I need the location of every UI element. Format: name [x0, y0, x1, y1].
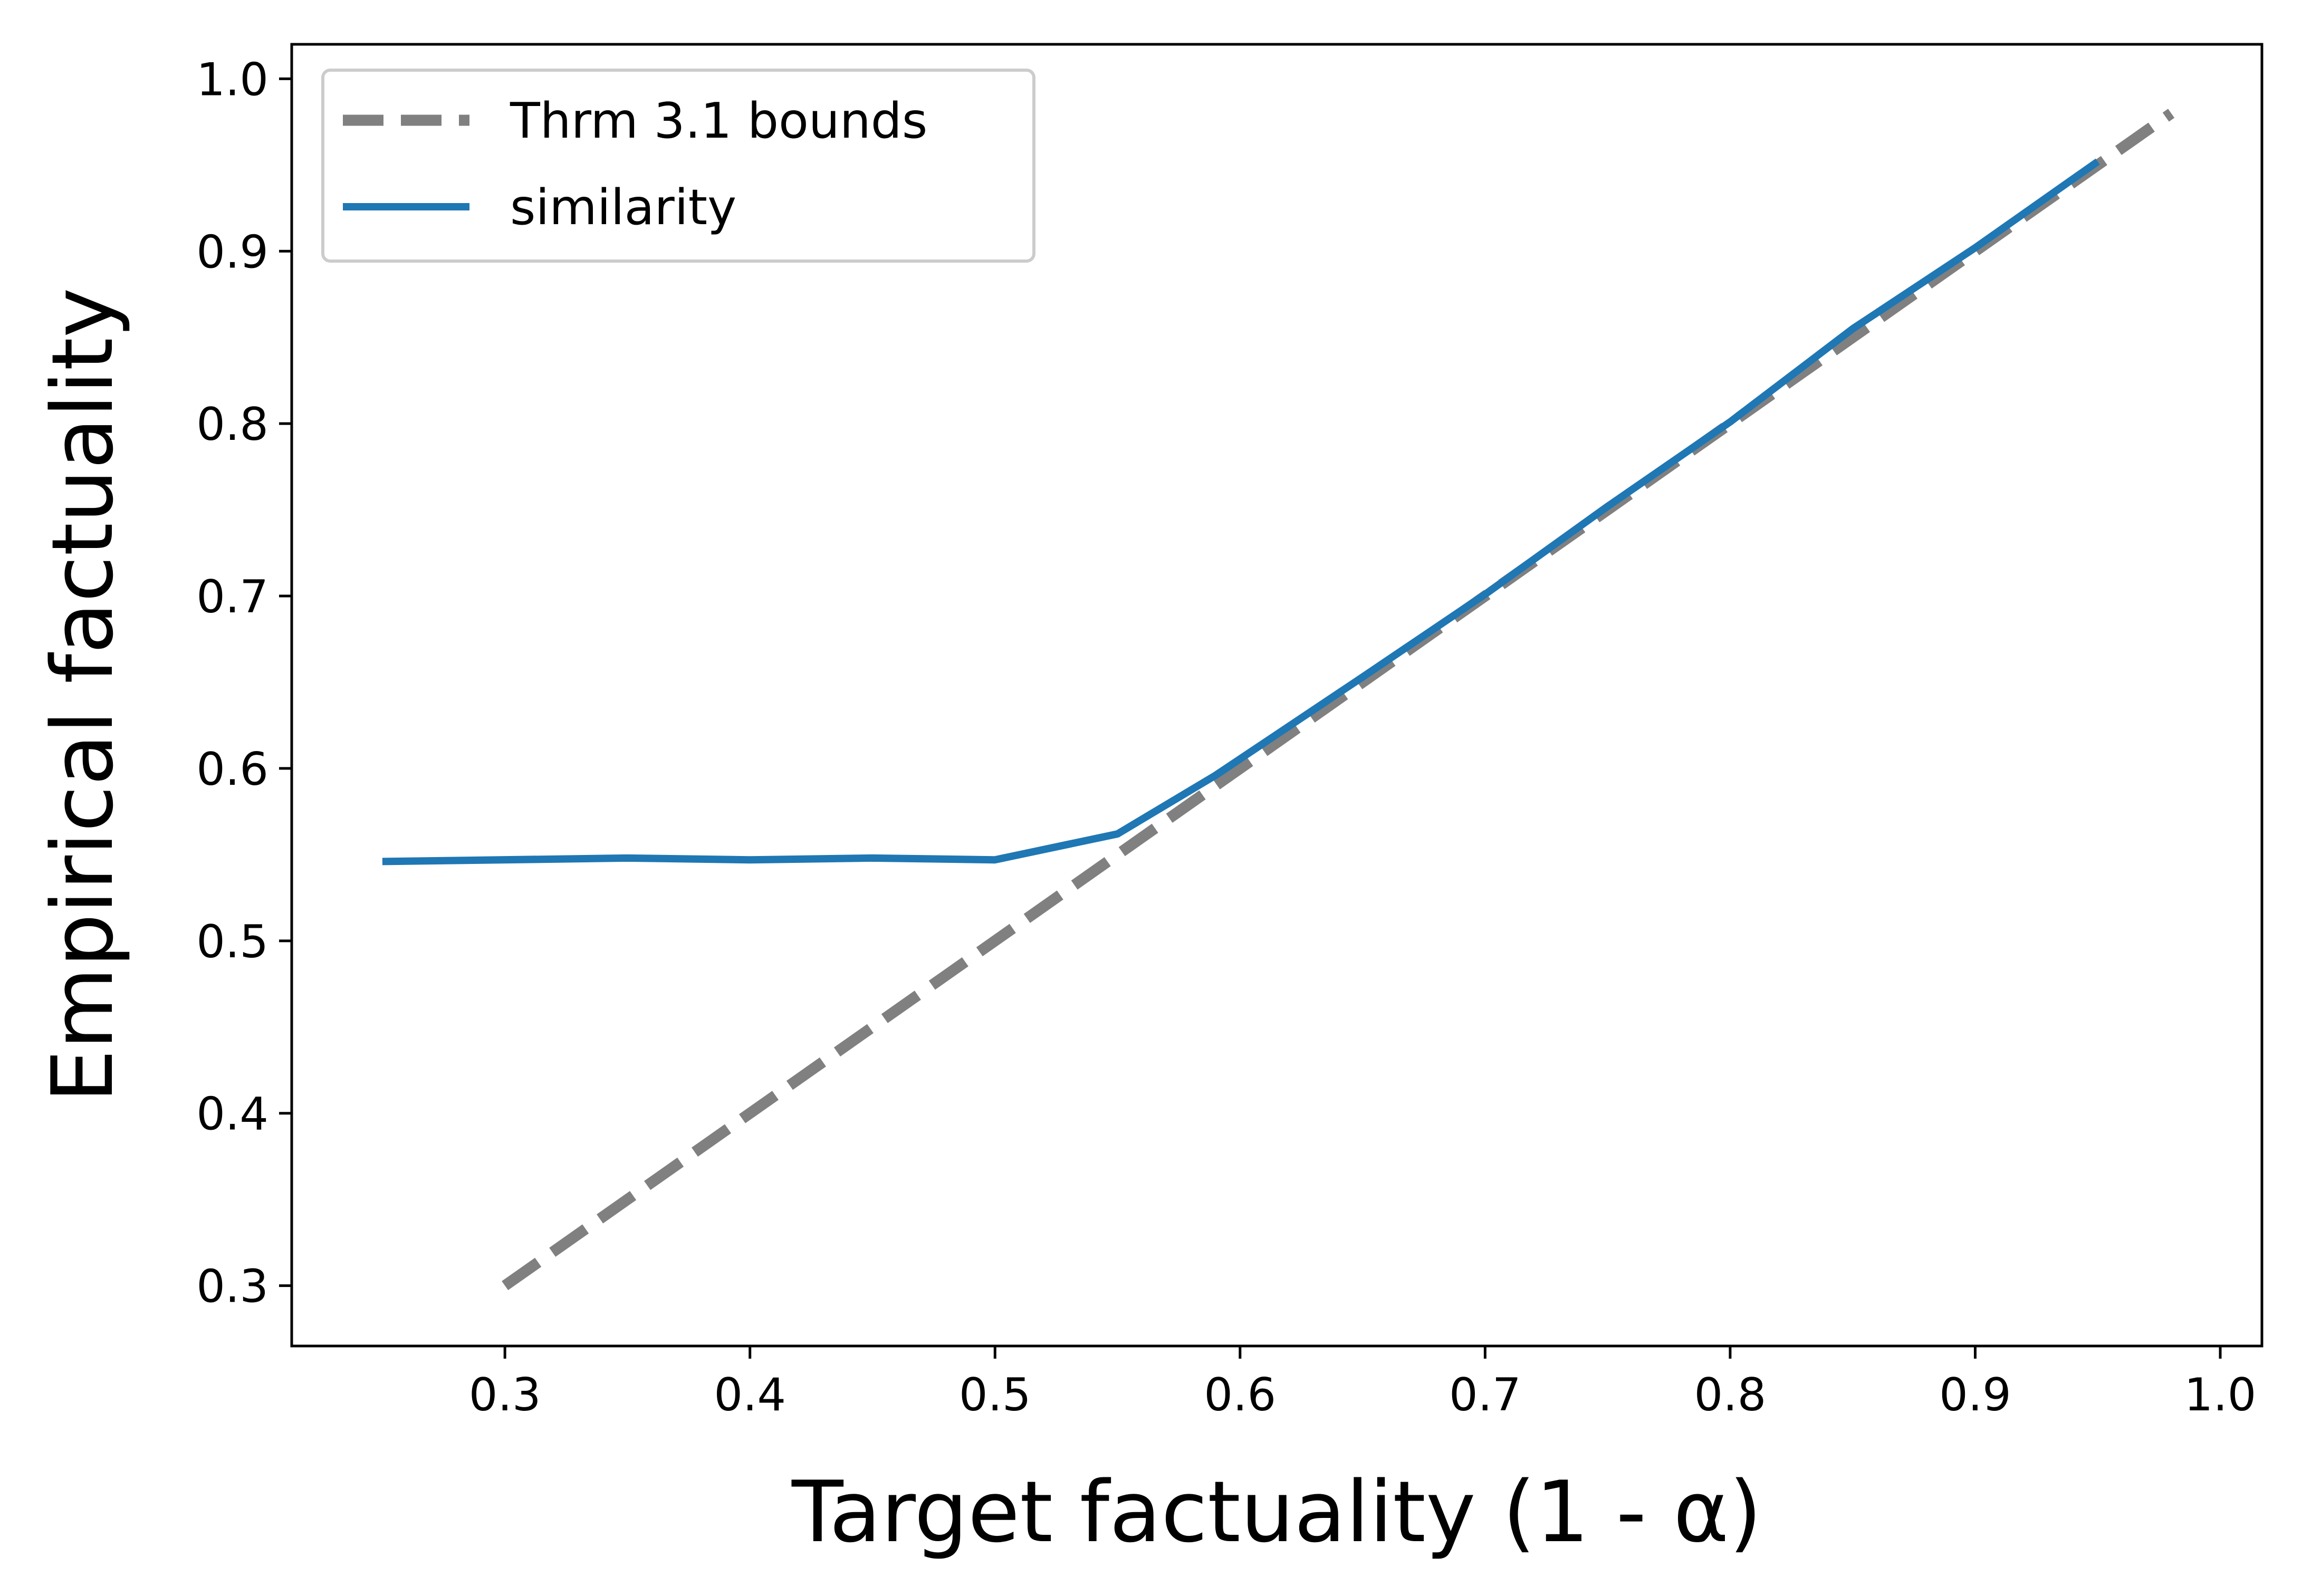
series-layer	[382, 109, 2175, 1291]
series-line-thrm-bounds	[502, 109, 2175, 1291]
x-tick-label: 0.6	[1204, 1369, 1276, 1421]
y-tick-label: 0.9	[196, 226, 268, 278]
y-tick-label: 1.0	[196, 53, 268, 106]
x-tick-label: 1.0	[2184, 1369, 2257, 1421]
y-axis-title: Empirical factuality	[33, 287, 132, 1102]
x-tick-label: 0.4	[714, 1369, 786, 1421]
x-tick-label: 0.3	[469, 1369, 541, 1421]
legend: Thrm 3.1 bounds similarity	[321, 69, 1035, 263]
x-axis-ticks: 0.3 0.4 0.5 0.6 0.7 0.8 0.9 1.0	[469, 1346, 2257, 1421]
x-tick-label: 0.9	[1939, 1369, 2011, 1421]
plot-frame	[290, 43, 2263, 1348]
legend-box	[321, 69, 1035, 263]
y-tick-label: 0.5	[196, 916, 268, 968]
y-tick-label: 0.8	[196, 398, 268, 451]
y-tick-label: 0.4	[196, 1088, 268, 1141]
y-tick-label: 0.3	[196, 1261, 268, 1313]
x-tick-label: 0.7	[1449, 1369, 1521, 1421]
legend-label-thrm-bounds: Thrm 3.1 bounds	[510, 92, 927, 149]
series-line-similarity	[382, 158, 2100, 866]
legend-label-similarity: similarity	[510, 179, 736, 236]
y-tick-label: 0.6	[196, 743, 268, 796]
y-axis-ticks: 0.3 0.4 0.5 0.6 0.7 0.8 0.9 1.0	[196, 53, 292, 1313]
x-tick-label: 0.8	[1694, 1369, 1767, 1421]
x-tick-label: 0.5	[959, 1369, 1031, 1421]
y-tick-label: 0.7	[196, 571, 268, 623]
x-axis-title: Target factuality (1 - α)	[791, 1463, 1762, 1561]
